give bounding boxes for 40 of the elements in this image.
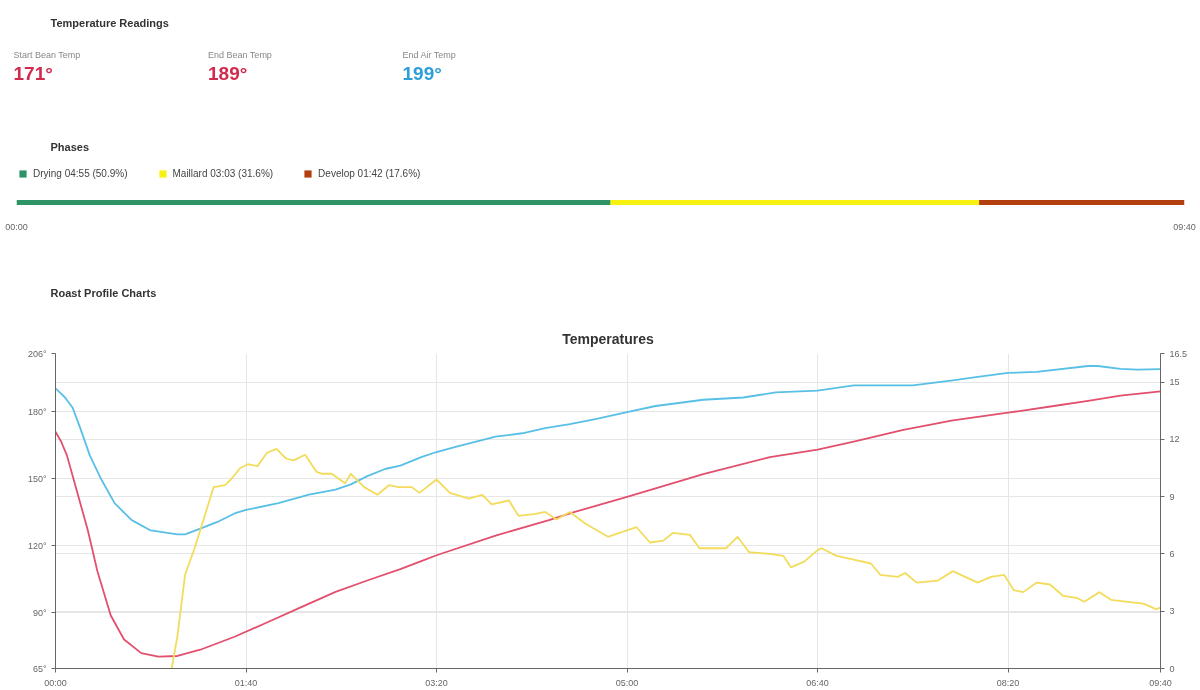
text: End Air Temp <box>402 49 456 60</box>
text: End Bean Temp <box>208 49 272 60</box>
legend-label: Maillard 03:03 (31.6%) <box>172 167 274 179</box>
line-series <box>170 448 1161 669</box>
y-tick-label: 120° <box>27 540 47 551</box>
text: 171° <box>13 63 53 84</box>
line-series <box>55 365 1161 536</box>
x-tick-label: 09:40 <box>1149 677 1172 688</box>
y-tick-label: 150° <box>27 473 47 484</box>
chart-title: Phases <box>50 140 90 153</box>
text: Start Bean Temp <box>13 49 81 60</box>
legend-label: Drying 04:55 (50.9%) <box>33 167 128 179</box>
x-tick-label: 09:40 <box>1173 221 1196 232</box>
text: Roast Profile Charts <box>50 286 157 299</box>
y2-tick-label: 12 <box>1169 434 1180 445</box>
x-tick-label: 00:00 <box>5 221 28 232</box>
chart-title: Temperatures <box>562 330 654 347</box>
y2-tick-label: 0 <box>1169 663 1175 674</box>
text: 189° <box>208 63 248 84</box>
x-tick-label: 06:40 <box>806 677 829 688</box>
bar <box>16 200 611 205</box>
bar <box>979 200 1185 205</box>
x-tick-label: 08:20 <box>996 677 1020 688</box>
y-tick-label: 90° <box>32 607 47 618</box>
x-tick-label: 03:20 <box>425 677 448 688</box>
y2-tick-label: 16.5 <box>1169 348 1188 359</box>
legend-label: Develop 01:42 (17.6%) <box>318 167 421 179</box>
y2-tick-label: 6 <box>1169 548 1175 559</box>
bar <box>610 200 980 205</box>
text: 199° <box>402 63 442 84</box>
x-tick-label: 00:00 <box>44 677 67 688</box>
y2-tick-label: 3 <box>1169 606 1175 617</box>
y-tick-label: 206° <box>27 348 47 359</box>
y2-tick-label: 9 <box>1169 491 1175 502</box>
x-tick-label: 01:40 <box>234 677 258 688</box>
y-tick-label: 180° <box>27 406 47 417</box>
y2-tick-label: 15 <box>1169 377 1180 388</box>
x-tick-label: 05:00 <box>615 677 639 688</box>
y-tick-label: 65° <box>32 663 47 674</box>
text: Temperature Readings <box>50 16 169 29</box>
